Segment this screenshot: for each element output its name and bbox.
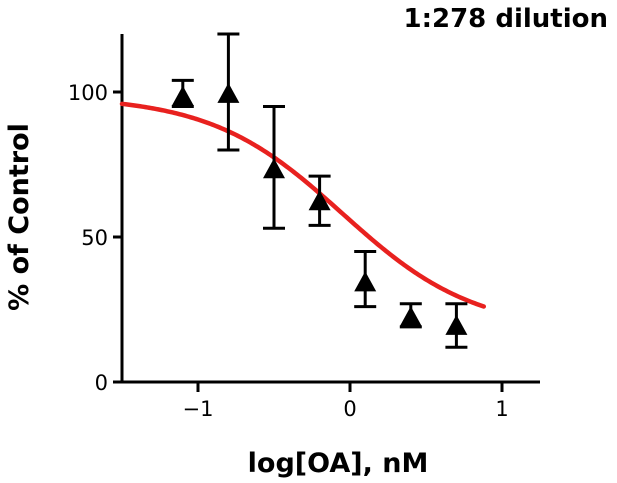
fit-curve-layer [119,101,487,309]
data-point [399,306,422,327]
fit-curve [119,101,487,309]
data-point [354,271,377,292]
x-tick-label: 1 [495,397,508,421]
y-tick-label: 0 [95,371,108,395]
chart-title: 1:278 dilution [404,4,608,34]
y-tick-label: 100 [68,81,108,105]
data-points-layer [171,82,468,335]
x-tick-label: 0 [343,397,356,421]
data-point [308,190,331,211]
y-axis: 0 50 100 [68,34,124,395]
x-tick-label: −1 [183,397,214,421]
data-point [263,158,285,179]
data-point [217,82,240,103]
y-tick-label: 50 [81,226,108,250]
x-axis-title: log[OA], nM [248,448,429,479]
y-axis-title: % of Control [4,123,35,311]
data-point [171,85,194,106]
data-point [445,314,468,335]
x-axis: −1 0 1 [120,380,540,421]
